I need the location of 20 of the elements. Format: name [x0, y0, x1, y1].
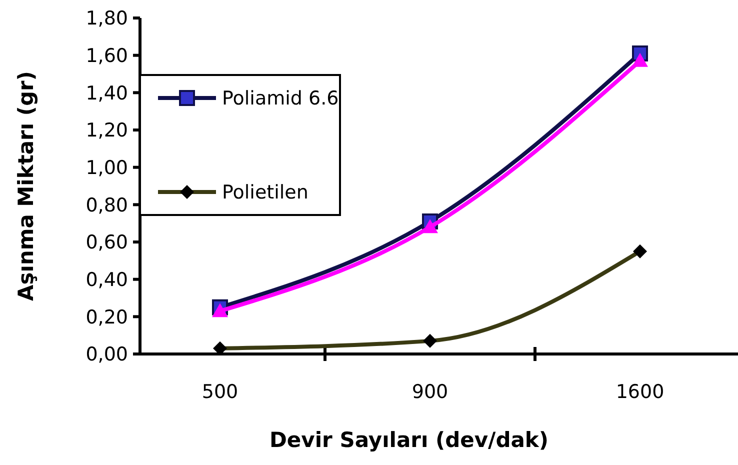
- legend-label: Poliamid 6.6: [222, 88, 339, 110]
- point: [632, 52, 648, 67]
- legend-label: Polietilen: [222, 182, 308, 204]
- y-tick-label: 0,80: [86, 194, 128, 216]
- point: [212, 303, 228, 318]
- x-tick-label: 900: [412, 381, 448, 403]
- y-tick-label: 0,20: [86, 306, 128, 328]
- y-tick-label: 0,60: [86, 232, 128, 254]
- y-tick-label: 1,00: [86, 156, 128, 179]
- y-tick-label: 1,40: [86, 82, 128, 104]
- x-tick-label: 500: [202, 381, 238, 403]
- point: [422, 219, 438, 234]
- y-tick-label: 1,60: [86, 44, 128, 67]
- y-tick-label: 1,80: [86, 8, 128, 30]
- y-tick-label: 0,00: [86, 344, 128, 366]
- x-axis-title: Devir Sayıları (dev/dak): [270, 428, 548, 452]
- y-axis-title: Aşınma Miktarı (gr): [14, 71, 38, 301]
- x-tick-label: 1600: [616, 381, 664, 403]
- y-tick-label: 0,40: [86, 268, 128, 291]
- y-tick-label: 1,20: [86, 120, 128, 142]
